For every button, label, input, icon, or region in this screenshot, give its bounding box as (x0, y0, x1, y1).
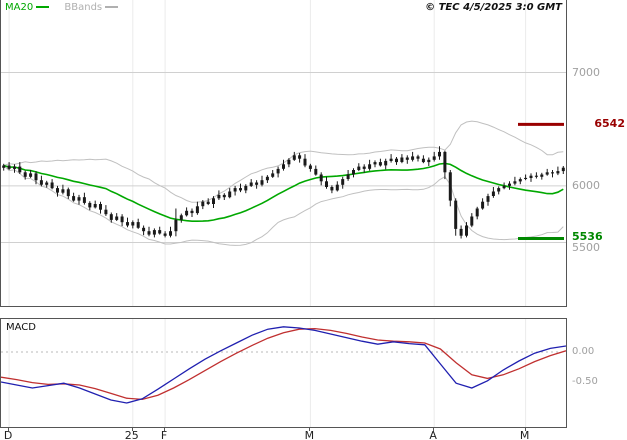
macd-chart-svg (1, 319, 566, 427)
macd-axis-label--0.50: -0.50 (572, 376, 598, 387)
x-tick-mark (524, 428, 526, 431)
legend-item-ma20: MA20 (5, 2, 50, 13)
x-tick-label-D: D (3, 429, 13, 440)
time-axis: D 25 F M A M (0, 428, 567, 440)
x-tick-mark (8, 428, 10, 431)
price-axis-label-5500: 5500 (572, 240, 600, 254)
price-axis: 7000 6542 6000 5536 5500 (568, 0, 627, 307)
bbands-line-swatch (105, 6, 119, 8)
x-tick-label-F: F (160, 429, 168, 440)
copyright-text: © TEC 4/5/2025 3:0 GMT (425, 2, 562, 13)
price-axis-label-7000: 7000 (572, 65, 600, 79)
macd-panel: MACD (0, 318, 567, 428)
price-axis-label-5536: 5536 (572, 230, 603, 244)
macd-title: MACD (6, 322, 36, 333)
x-tick-mark (131, 428, 133, 431)
price-panel: MA20 BBands © TEC 4/5/2025 3:0 GMT (0, 0, 567, 307)
price-axis-label-6000: 6000 (572, 178, 600, 192)
bbands-label: BBands (64, 2, 103, 13)
x-tick-label-A: A (429, 429, 437, 440)
ma20-line-swatch (36, 6, 50, 8)
x-tick-label-M: M (519, 429, 530, 440)
x-tick-label-25: 25 (124, 429, 139, 440)
x-tick-mark (433, 428, 435, 431)
price-chart-svg (1, 0, 566, 306)
x-tick-mark (309, 428, 311, 431)
macd-axis-label-0.00: 0.00 (572, 346, 595, 357)
price-axis-label-6542: 6542 (594, 117, 625, 131)
legend-item-bbands: BBands (64, 2, 119, 13)
legend: MA20 BBands (5, 2, 130, 13)
macd-axis: 0.00 -0.50 (568, 318, 627, 428)
x-tick-mark (164, 428, 166, 431)
ma20-label: MA20 (5, 2, 34, 13)
x-tick-label-M: M (304, 429, 315, 440)
